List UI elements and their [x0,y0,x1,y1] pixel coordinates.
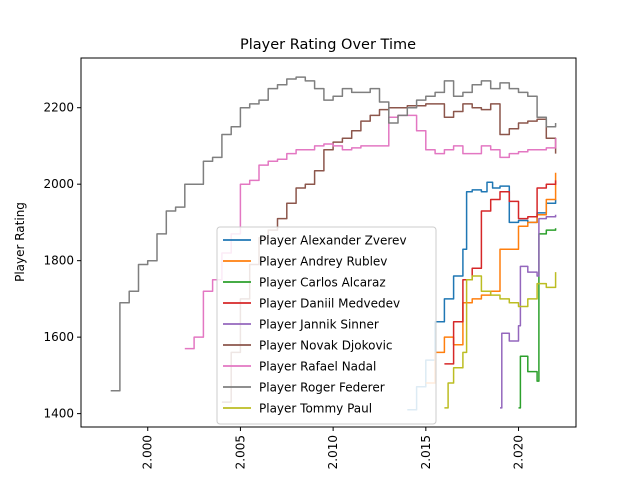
x-tick-label: 2.015 [419,435,433,469]
x-tick-label: 2.000 [141,435,155,469]
series-line-player-jannik-sinner [500,214,557,409]
legend-label: Player Jannik Sinner [259,318,379,332]
legend-label: Player Rafael Nadal [259,360,376,374]
series-line-player-rafael-nadal [184,114,557,350]
y-tick-label: 1400 [43,407,74,421]
series-line-player-novak-djokovic [221,103,557,403]
series-line-player-carlos-alcaraz [518,228,557,409]
legend: Player Alexander Zverev Player Andrey Rub… [216,226,437,425]
series-line-player-daniil-medvedev [444,180,557,365]
legend-label: Player Andrey Rublev [259,255,387,269]
x-tick-label: 2.010 [326,435,340,469]
x-tick-label: 2.020 [512,435,526,469]
y-tick-label: 1800 [43,254,74,268]
y-axis: 1400 1600 1800 2000 2200 [43,101,81,421]
legend-label: Player Roger Federer [259,381,385,395]
legend-label: Player Novak Djokovic [259,339,393,353]
legend-label: Player Daniil Medvedev [259,297,400,311]
y-tick-label: 1600 [43,330,74,344]
chart-title: Player Rating Over Time [240,37,416,53]
y-tick-label: 2200 [43,101,74,115]
legend-label: Player Alexander Zverev [259,234,407,248]
series-line-player-tommy-paul [444,272,557,409]
x-axis: 2.000 2.005 2.010 2.015 2.020 [141,427,526,469]
y-axis-label: Player Rating [13,202,27,282]
series-line-player-roger-federer [110,76,557,392]
plot-frame [80,57,577,428]
x-tick-label: 2.005 [233,435,247,469]
legend-box [216,226,437,425]
legend-label: Player Tommy Paul [259,402,372,416]
y-tick-label: 2000 [43,177,74,191]
legend-label: Player Carlos Alcaraz [259,276,386,290]
